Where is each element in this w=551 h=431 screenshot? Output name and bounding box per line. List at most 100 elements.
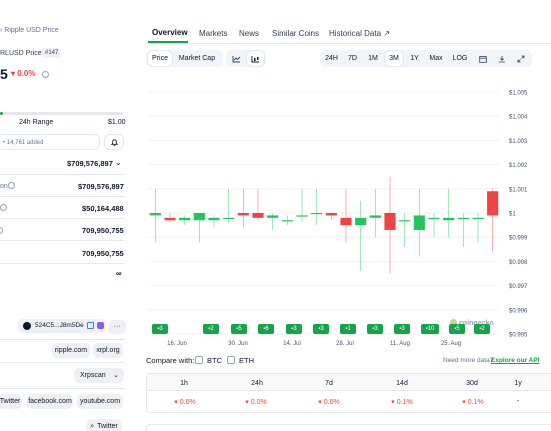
- stat-value-0: $709,576,897: [67, 159, 113, 168]
- youtube-link[interactable]: youtube.com: [77, 394, 123, 409]
- range-max-button[interactable]: Max: [429, 55, 443, 62]
- stat-value-2: $50,164,488: [82, 204, 124, 213]
- external-link-icon: ↗: [383, 29, 390, 38]
- event-chip[interactable]: ▪1: [340, 324, 356, 334]
- range-1m-button[interactable]: 1M: [368, 55, 378, 62]
- btc-checkbox[interactable]: [195, 356, 203, 364]
- divider: [0, 240, 125, 241]
- download-button[interactable]: [493, 51, 510, 66]
- y-tick-label: $0.995: [509, 333, 528, 339]
- chevron-down-icon[interactable]: ⌄: [115, 158, 122, 167]
- event-chip[interactable]: ▪3: [152, 324, 168, 334]
- tab-similar-coins[interactable]: Similar Coins: [272, 29, 320, 38]
- event-chip[interactable]: ▪5: [449, 324, 465, 334]
- perf-value-1y: -: [516, 398, 520, 405]
- eth-checkbox[interactable]: [227, 356, 235, 364]
- x-tick-label: 11. Aug: [390, 341, 410, 347]
- candle-body: [413, 215, 425, 230]
- eth-label[interactable]: ETH: [239, 356, 254, 365]
- candle-body: [340, 217, 352, 226]
- candle-body: [296, 215, 308, 217]
- y-tick-label: $0.999: [509, 236, 528, 242]
- candle-body: [472, 217, 484, 220]
- xrpl-link[interactable]: xrpl.org: [93, 343, 123, 358]
- btc-label[interactable]: BTC: [207, 356, 222, 365]
- candle-body: [457, 217, 469, 220]
- perf-header-7d: 7d: [325, 380, 333, 387]
- y-tick-label: $1.004: [509, 115, 528, 121]
- range-3m-button[interactable]: 3M: [385, 51, 403, 66]
- event-chip[interactable]: ▪10: [421, 324, 439, 334]
- copy-icon[interactable]: [87, 322, 94, 329]
- explore-api-link[interactable]: Explore our API: [491, 357, 540, 364]
- contract-menu-button[interactable]: ···: [108, 320, 126, 334]
- twitter-link[interactable]: Twitter: [0, 394, 22, 409]
- notification-button[interactable]: [104, 134, 124, 150]
- candle-body: [237, 213, 249, 216]
- event-chip[interactable]: ▪6: [258, 324, 274, 334]
- facebook-link[interactable]: facebook.com: [27, 394, 73, 409]
- time-range-toggle: [320, 50, 532, 67]
- event-chip[interactable]: ▪3: [313, 324, 329, 334]
- coingecko-logo-icon: [450, 319, 457, 326]
- range-1y-button[interactable]: 1Y: [410, 55, 419, 62]
- x-tick-label: 14. Jul: [283, 341, 301, 347]
- log-scale-button[interactable]: LOG: [452, 55, 468, 62]
- price-toggle-button[interactable]: Price: [148, 51, 172, 66]
- perf-header-30d: 30d: [466, 380, 478, 387]
- candle-body: [164, 217, 176, 221]
- contract-address: 524C5...J8m5De: [35, 322, 84, 329]
- candlestick-chart-button[interactable]: [247, 51, 264, 66]
- market-cap-toggle-button[interactable]: Market Cap: [178, 55, 216, 62]
- info-icon[interactable]: [0, 204, 7, 211]
- line-chart-icon: [232, 55, 241, 62]
- website-link[interactable]: ripple.com: [52, 343, 90, 358]
- event-chip[interactable]: ▪3: [394, 324, 410, 334]
- performance-table: [146, 373, 551, 413]
- price-change-value: 0.0%: [17, 69, 36, 78]
- event-chip[interactable]: ▪2: [203, 324, 219, 334]
- info-icon[interactable]: [42, 71, 49, 78]
- price-change: ▾ 0.0%: [11, 70, 35, 78]
- tab-news[interactable]: News: [239, 29, 260, 38]
- perf-value-14d: ▾ 0.1%: [391, 399, 413, 406]
- candle-body: [223, 217, 235, 220]
- event-chip[interactable]: ▪5: [231, 324, 247, 334]
- perf-header-24h: 24h: [251, 380, 263, 387]
- search-twitter-button[interactable]: ⌕ Twitter: [86, 419, 122, 431]
- range-high: $1.00: [108, 119, 126, 126]
- candle-body: [267, 215, 279, 218]
- perf-value-24h: ▾ 0.0%: [245, 399, 267, 406]
- y-tick-label: $0.997: [509, 284, 528, 290]
- fullscreen-button[interactable]: [512, 51, 529, 66]
- x-tick-label: 30. Jun: [228, 341, 248, 347]
- tab-historical-data[interactable]: Historical Data ↗: [329, 29, 390, 38]
- perf-header-1h: 1h: [180, 380, 188, 387]
- range-7d-button[interactable]: 7D: [348, 55, 357, 62]
- candle-body: [179, 217, 191, 221]
- candle-body: [149, 213, 161, 216]
- search-twitter-label: Twitter: [97, 423, 118, 430]
- metamask-icon[interactable]: [97, 322, 104, 329]
- performance-header-row: [147, 374, 551, 391]
- event-chip[interactable]: ▪2: [474, 324, 490, 334]
- tab-overview[interactable]: Overview: [152, 28, 188, 37]
- event-chip[interactable]: ▪3: [286, 324, 302, 334]
- candlestick-icon: [251, 55, 259, 62]
- stat-value-1: $709,576,897: [78, 182, 124, 191]
- explorer-button[interactable]: Xrpscan ⌄: [74, 368, 124, 383]
- event-chip[interactable]: ▪3: [367, 324, 383, 334]
- range-24h-button[interactable]: 24H: [325, 55, 338, 62]
- calendar-button[interactable]: [474, 51, 491, 66]
- line-chart-button[interactable]: [228, 51, 245, 66]
- breadcrumb-current[interactable]: Ripple USD Price: [4, 27, 59, 34]
- watchlist-button[interactable]: • 14,761 added: [0, 134, 100, 150]
- rank-badge: #147: [42, 48, 62, 58]
- info-icon[interactable]: [8, 182, 15, 189]
- contract-address-pill[interactable]: [18, 319, 106, 333]
- y-tick-label: $0.998: [509, 260, 528, 266]
- divider: [0, 218, 125, 219]
- tab-markets[interactable]: Markets: [199, 29, 228, 38]
- perf-value-1h: ▾ 0.0%: [174, 399, 196, 406]
